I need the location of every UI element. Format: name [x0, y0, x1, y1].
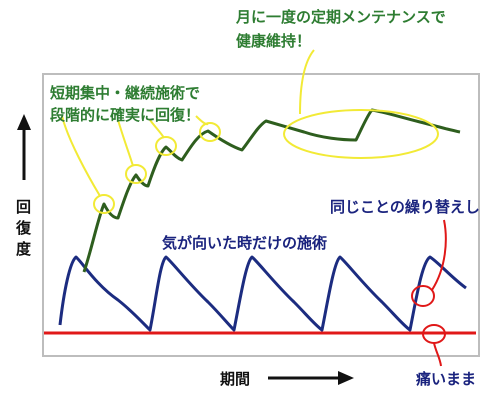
y-axis-indicator: 回 復 度 [15, 114, 32, 258]
maintenance-annotation-line1: 月に一度の定期メンテナンスで [235, 8, 446, 26]
focused-annotation-line2: 段階的に確実に回復！ [50, 106, 200, 124]
maintenance-annotation-line2: 健康維持！ [236, 32, 311, 50]
sporadic-treatment-curve [58, 255, 467, 332]
focused-annotation-line1: 短期集中・継続施術で [50, 84, 200, 102]
continuous-treatment-curve [82, 108, 461, 273]
repeat-highlight [411, 285, 435, 307]
chart-frame [42, 73, 480, 357]
y-axis-label-char-1: 回 [16, 198, 31, 216]
still-pain-annotation: 痛いまま [415, 370, 476, 388]
y-axis-label-char-2: 復 [15, 219, 32, 237]
y-axis-label-char-3: 度 [16, 240, 32, 258]
step-highlight-3 [155, 136, 177, 156]
step-highlight-4 [199, 122, 221, 142]
pain-pointer-line [433, 342, 442, 367]
repeat-annotation: 同じことの繰り替えし [330, 198, 480, 216]
focused-pointer-lines [61, 115, 209, 197]
step-highlights [93, 122, 221, 214]
x-axis-label: 期間 [220, 370, 250, 388]
x-axis-arrow-head [338, 371, 354, 385]
y-axis-arrow-head [17, 114, 31, 130]
step-highlight-1 [93, 194, 115, 214]
repeat-pointer-line [431, 219, 447, 291]
step-highlight-2 [125, 164, 147, 184]
maintenance-pointer-line [299, 49, 315, 115]
whim-annotation: 気が向いた時だけの施術 [162, 234, 327, 252]
x-axis-indicator: 期間 [220, 370, 354, 388]
maintenance-highlight [283, 109, 439, 159]
